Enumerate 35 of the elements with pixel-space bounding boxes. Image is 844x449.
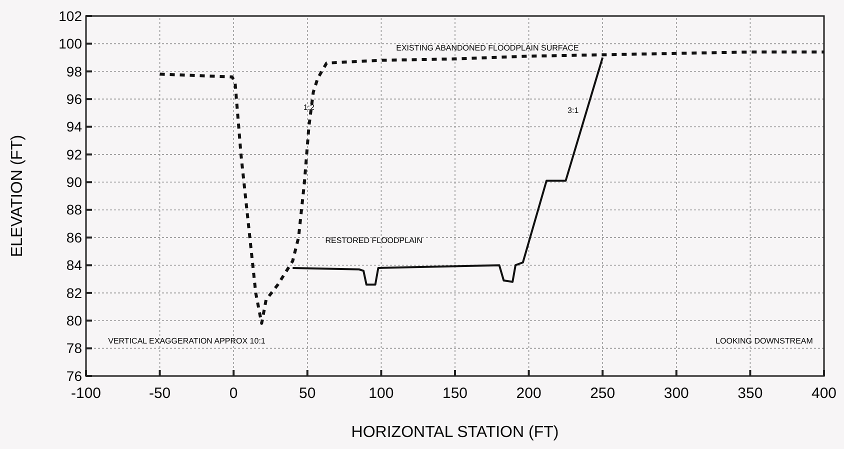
annotation: 3:1	[568, 106, 580, 116]
annotation: LOOKING DOWNSTREAM	[716, 336, 814, 346]
x-tick-label: 250	[590, 385, 616, 402]
line-series	[292, 56, 604, 286]
y-tick-label: 94	[66, 118, 82, 135]
x-tick-label: 400	[811, 385, 837, 402]
y-tick-label: 86	[66, 229, 82, 246]
x-tick-label: -100	[70, 385, 102, 402]
y-tick-label: 82	[66, 284, 82, 301]
line-series	[158, 50, 826, 325]
x-tick-label: 100	[368, 385, 394, 402]
y-tick-label: 98	[66, 63, 82, 80]
x-tick-label: 200	[516, 385, 542, 402]
annotation: 1:2	[303, 102, 315, 112]
x-tick-label: 350	[738, 385, 763, 402]
y-tick-label: 100	[58, 36, 82, 52]
annotation: VERTICAL EXAGGERATION APPROX 10:1	[108, 336, 266, 346]
x-tick-label: 0	[229, 385, 238, 402]
y-tick-label: 80	[66, 312, 82, 329]
x-axis-title: HORIZONTAL STATION (FT)	[351, 424, 559, 441]
x-tick-label: 300	[664, 385, 689, 402]
annotation: RESTORED FLOODPLAIN	[325, 236, 423, 245]
y-tick-label: 84	[66, 257, 82, 274]
y-tick-label: 76	[66, 368, 82, 384]
y-axis-title: ELEVATION (FT)	[9, 134, 26, 258]
x-tick-label: 50	[299, 385, 316, 402]
y-tick-label: 92	[66, 146, 82, 162]
y-tick-label: 96	[66, 90, 82, 107]
y-tick-label: 102	[58, 8, 82, 24]
y-tick-label: 90	[66, 174, 82, 190]
y-tick-label: 88	[66, 202, 82, 218]
y-tick-label: 78	[66, 340, 82, 356]
x-tick-label: 150	[442, 385, 468, 402]
x-tick-label: -50	[148, 385, 171, 402]
annotation: EXISTING ABANDONED FLOODPLAIN SURFACE	[396, 43, 579, 52]
